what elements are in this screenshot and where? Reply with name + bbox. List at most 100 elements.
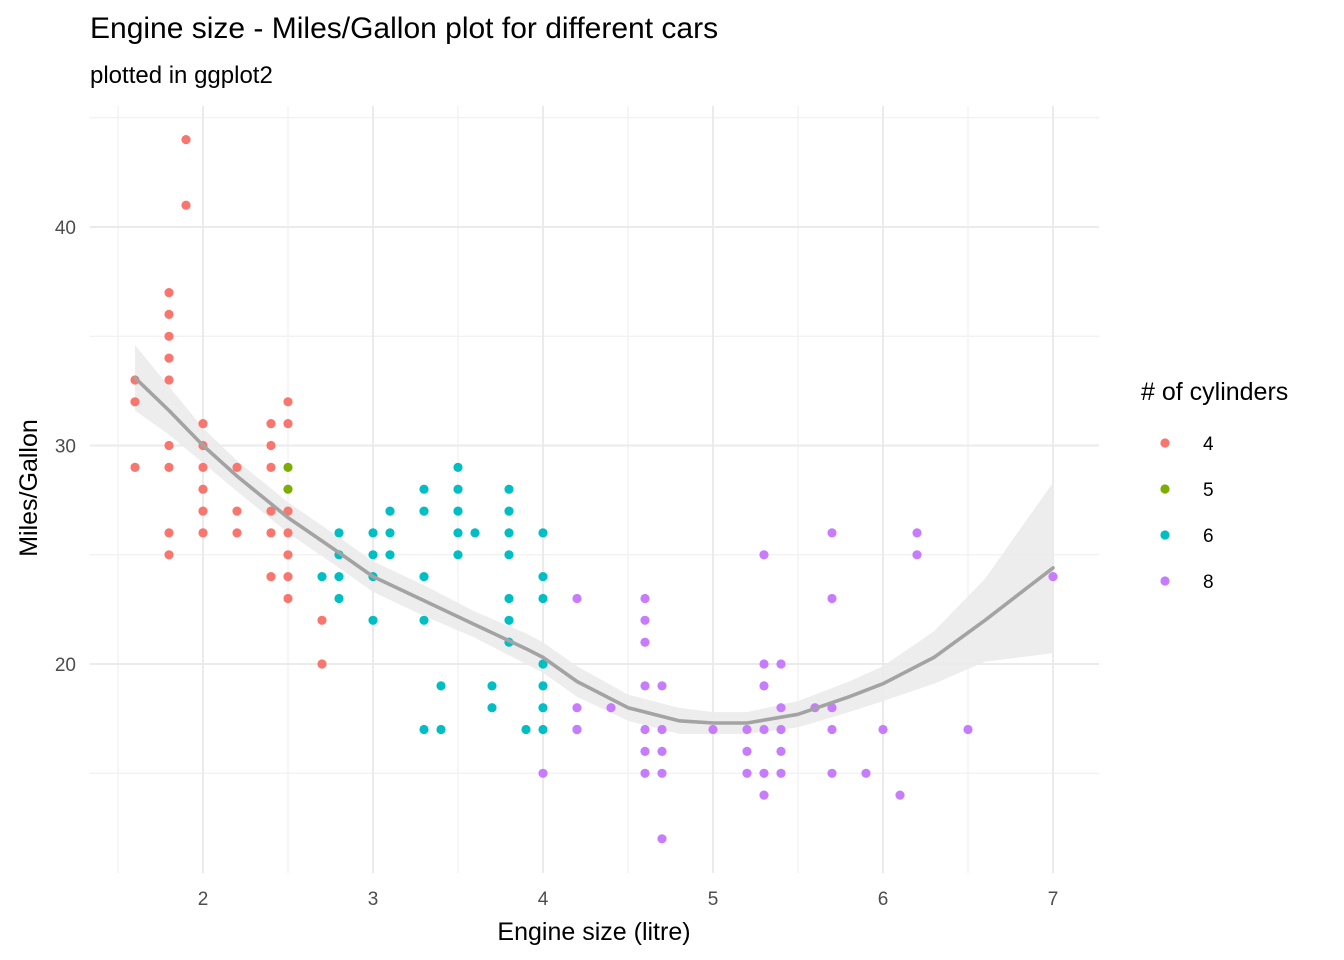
point-cyl-4	[198, 528, 208, 538]
point-cyl-6	[334, 528, 344, 538]
point-cyl-4	[130, 462, 140, 472]
point-cyl-8	[657, 768, 667, 778]
legend-key-cyl-8	[1160, 576, 1170, 586]
point-cyl-8	[827, 593, 837, 604]
legend: # of cylinders 4 5 6 8	[1141, 378, 1288, 593]
y-tick-label: 40	[55, 218, 76, 239]
point-cyl-6	[453, 506, 463, 516]
point-cyl-6	[504, 484, 514, 494]
legend-title: # of cylinders	[1141, 378, 1288, 406]
point-cyl-6	[538, 572, 548, 582]
point-cyl-8	[759, 768, 769, 778]
point-cyl-8	[708, 724, 718, 735]
point-cyl-4	[283, 419, 293, 429]
point-cyl-4	[283, 397, 293, 407]
point-cyl-6	[487, 703, 497, 713]
point-cyl-8	[742, 768, 752, 778]
point-cyl-8	[827, 724, 837, 735]
point-cyl-8	[640, 746, 650, 757]
x-tick-label: 7	[1048, 889, 1059, 910]
point-cyl-8	[776, 768, 786, 778]
point-cyl-4	[232, 462, 242, 472]
point-cyl-6	[453, 462, 463, 472]
chart-subtitle: plotted in ggplot2	[90, 62, 273, 89]
point-cyl-6	[453, 528, 463, 538]
point-cyl-4	[164, 288, 174, 298]
point-cyl-6	[538, 528, 548, 538]
point-cyl-8	[742, 724, 752, 735]
point-cyl-6	[385, 550, 395, 560]
point-cyl-4	[198, 506, 208, 516]
point-cyl-6	[538, 593, 548, 604]
y-tick-labels: 20 30 40	[55, 218, 76, 676]
point-cyl-6	[317, 572, 327, 582]
x-tick-label: 3	[368, 889, 379, 910]
point-cyl-8	[640, 615, 650, 625]
point-cyl-6	[419, 572, 429, 582]
point-cyl-4	[317, 659, 327, 669]
point-cyl-8	[759, 550, 769, 560]
x-tick-label: 5	[708, 889, 719, 910]
point-cyl-8	[640, 593, 650, 604]
point-cyl-6	[368, 615, 378, 625]
point-cyl-8	[861, 768, 871, 778]
point-cyl-8	[776, 746, 786, 757]
point-cyl-8	[759, 681, 769, 691]
point-cyl-8	[776, 703, 786, 713]
point-cyl-4	[164, 309, 174, 319]
point-cyl-8	[606, 703, 616, 713]
point-cyl-4	[266, 462, 276, 472]
legend-key-cyl-4	[1160, 438, 1170, 448]
point-cyl-6	[538, 681, 548, 691]
point-cyl-6	[538, 724, 548, 735]
smooth-curve	[133, 376, 1055, 725]
smooth-line	[133, 376, 1055, 725]
legend-label-cyl-6: 6	[1203, 526, 1214, 547]
x-tick-labels: 2 3 4 5 6 7	[198, 889, 1059, 910]
point-cyl-8	[878, 724, 888, 735]
point-cyl-8	[742, 746, 752, 757]
point-cyl-6	[385, 506, 395, 516]
point-cyl-8	[912, 550, 922, 560]
point-cyl-8	[640, 681, 650, 691]
point-cyl-8	[657, 724, 667, 735]
point-cyl-8	[827, 528, 837, 538]
point-cyl-8	[640, 768, 650, 778]
point-cyl-6	[504, 506, 514, 516]
point-cyl-6	[436, 681, 446, 691]
point-cyl-4	[164, 462, 174, 472]
point-cyl-8	[776, 724, 786, 735]
point-cyl-5	[283, 484, 293, 494]
point-cyl-6	[436, 724, 446, 735]
point-cyl-6	[453, 550, 463, 560]
point-cyl-8	[776, 659, 786, 669]
point-cyl-4	[164, 440, 174, 451]
point-cyl-4	[164, 375, 174, 385]
point-cyl-8	[1048, 572, 1058, 582]
point-cyl-8	[640, 724, 650, 735]
data-points	[130, 135, 1058, 844]
point-cyl-8	[759, 790, 769, 800]
point-cyl-4	[164, 353, 174, 363]
point-cyl-6	[385, 528, 395, 538]
point-cyl-6	[504, 528, 514, 538]
point-cyl-6	[334, 572, 344, 582]
x-tick-label: 6	[878, 889, 889, 910]
point-cyl-4	[181, 135, 191, 145]
legend-key-cyl-6	[1160, 530, 1170, 540]
point-cyl-8	[759, 724, 769, 735]
y-tick-label: 30	[55, 437, 76, 458]
point-cyl-6	[419, 484, 429, 494]
x-axis-title: Engine size (litre)	[497, 918, 690, 946]
point-cyl-4	[283, 572, 293, 582]
legend-key-cyl-5	[1160, 484, 1170, 494]
minor-gridlines	[90, 106, 1099, 873]
chart-title: Engine size - Miles/Gallon plot for diff…	[90, 12, 719, 45]
point-cyl-6	[368, 528, 378, 538]
point-cyl-4	[266, 506, 276, 516]
point-cyl-4	[198, 419, 208, 429]
legend-label-cyl-5: 5	[1203, 480, 1214, 501]
confidence-band	[135, 345, 1053, 734]
point-cyl-4	[198, 484, 208, 494]
point-cyl-8	[912, 528, 922, 538]
